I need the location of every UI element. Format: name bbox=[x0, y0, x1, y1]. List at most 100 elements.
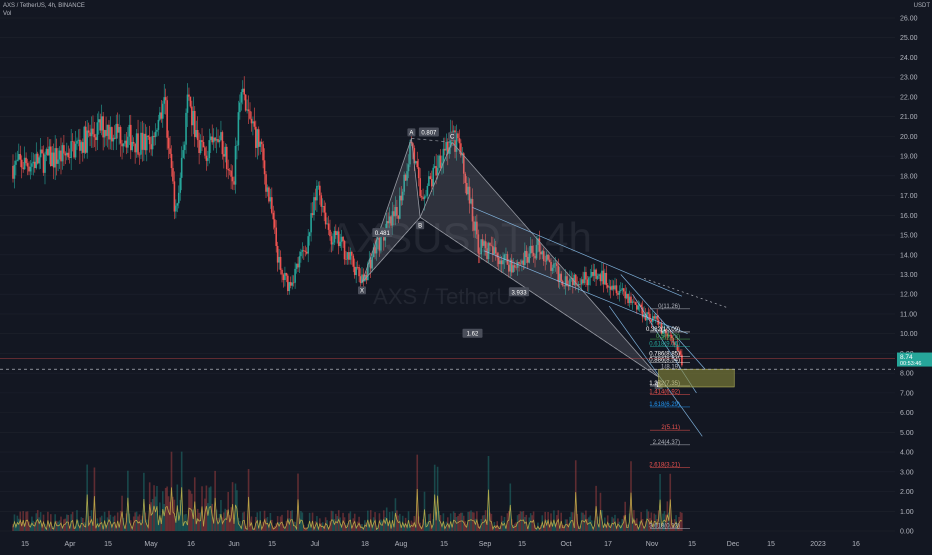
candle-body bbox=[259, 141, 261, 147]
target-zone[interactable] bbox=[658, 368, 735, 388]
fib-label: 0.382(10.09) bbox=[646, 327, 680, 333]
candle-body bbox=[346, 252, 349, 260]
candle-body bbox=[35, 153, 38, 169]
time-tick-label: 15 bbox=[518, 541, 526, 548]
candle-body bbox=[13, 164, 16, 179]
candle-body bbox=[596, 275, 599, 279]
volume-bar bbox=[157, 520, 160, 531]
candle-body bbox=[150, 144, 152, 150]
fib-label: 1.618(6.29) bbox=[649, 402, 680, 408]
candle-body bbox=[173, 181, 176, 212]
pattern-ratio-label: 3.933 bbox=[512, 290, 528, 296]
price-tick-label: 5.00 bbox=[900, 430, 914, 437]
fib-label: 2.618(3.21) bbox=[649, 463, 680, 469]
candle-body bbox=[22, 167, 24, 170]
candle-body bbox=[20, 159, 23, 168]
target-zone-box bbox=[658, 368, 735, 388]
watermark-name: AXS / TetherUS bbox=[373, 284, 527, 309]
price-tick-label: 3.00 bbox=[900, 469, 914, 476]
volume-bar bbox=[298, 518, 301, 531]
candle-body bbox=[76, 140, 78, 144]
candle-body bbox=[89, 132, 91, 137]
candle-body bbox=[29, 166, 32, 172]
volume-bar bbox=[519, 511, 522, 531]
candle-body bbox=[330, 236, 333, 245]
candle-body bbox=[621, 288, 624, 290]
price-tick-label: 12.00 bbox=[900, 292, 918, 299]
volume-bar bbox=[483, 515, 485, 531]
volume-bar bbox=[195, 518, 198, 531]
candle-body bbox=[284, 272, 286, 281]
chart-header: AXS / TetherUS, 4h, BINANCE Vol bbox=[3, 2, 85, 18]
candle-body bbox=[608, 286, 610, 288]
volume-bar bbox=[679, 511, 682, 531]
candle-body bbox=[109, 127, 112, 140]
candle-body bbox=[372, 247, 375, 258]
candle-body bbox=[634, 302, 637, 305]
candle-body bbox=[670, 335, 673, 339]
price-tick-label: 11.00 bbox=[900, 311, 917, 318]
volume-bar bbox=[192, 509, 195, 531]
candle-body bbox=[414, 161, 417, 164]
candle-body bbox=[345, 259, 347, 260]
candle-body bbox=[217, 139, 219, 143]
pattern-ratio-badge bbox=[509, 287, 530, 297]
candle-body bbox=[665, 329, 667, 334]
volume-bar bbox=[160, 518, 163, 531]
fib-levels[interactable]: 0(11.26) 0.382(10.09)0.5(9.73)0.618(9.36)… bbox=[646, 304, 690, 530]
candle-body bbox=[499, 260, 501, 265]
volume-bar bbox=[137, 516, 139, 531]
volume-bar bbox=[460, 512, 462, 531]
candle-body bbox=[44, 154, 46, 173]
candles bbox=[12, 76, 683, 367]
candle-body bbox=[612, 285, 615, 290]
candle-body bbox=[320, 195, 323, 207]
candle-body bbox=[298, 256, 301, 268]
price-tick-label: 13.00 bbox=[900, 272, 918, 279]
candle-body bbox=[163, 97, 166, 104]
time-axis[interactable]: 15 Apr 15 May 16 Jun 15 Jul 18 Aug 15 Sep 15 Oct 17 Nov… bbox=[21, 541, 860, 548]
candle-body bbox=[106, 124, 109, 136]
candle-body bbox=[236, 145, 238, 146]
candle-body bbox=[598, 274, 600, 276]
candle-body bbox=[398, 195, 401, 219]
candle-body bbox=[167, 137, 170, 149]
candle-body bbox=[457, 133, 459, 139]
time-tick-label: 15 bbox=[767, 541, 775, 548]
candle-body bbox=[193, 110, 196, 137]
candle-body bbox=[225, 146, 228, 170]
candle-body bbox=[618, 290, 621, 295]
candle-body bbox=[180, 157, 183, 178]
candle-body bbox=[484, 241, 487, 249]
candle-body bbox=[99, 119, 102, 131]
volume-bar bbox=[224, 508, 227, 531]
candle-body bbox=[387, 221, 389, 224]
candle-body bbox=[111, 127, 113, 142]
descending-channel[interactable] bbox=[472, 207, 729, 437]
candle-body bbox=[319, 185, 321, 196]
volume-bar bbox=[631, 517, 634, 531]
candle-body bbox=[439, 155, 442, 168]
candle-body bbox=[26, 163, 29, 167]
candle-body bbox=[297, 263, 299, 268]
candle-body bbox=[80, 142, 83, 151]
volume-bar bbox=[598, 524, 600, 531]
price-axis[interactable]: 26.00 25.00 24.00 23.00 22.00 21.00 20.00 19.00… bbox=[900, 16, 918, 536]
candle-body bbox=[653, 316, 656, 319]
price-tick-label: 22.00 bbox=[900, 94, 918, 101]
candle-body bbox=[630, 296, 632, 303]
volume-bar bbox=[218, 513, 221, 531]
volume-bar bbox=[189, 490, 192, 531]
candle-body bbox=[67, 152, 70, 158]
candle-body bbox=[191, 106, 193, 126]
candle-body bbox=[42, 153, 45, 173]
candle-body bbox=[377, 237, 379, 240]
candle-body bbox=[170, 153, 173, 169]
candle-body bbox=[323, 206, 325, 213]
volume-bar bbox=[223, 512, 225, 531]
candle-body bbox=[55, 148, 58, 164]
